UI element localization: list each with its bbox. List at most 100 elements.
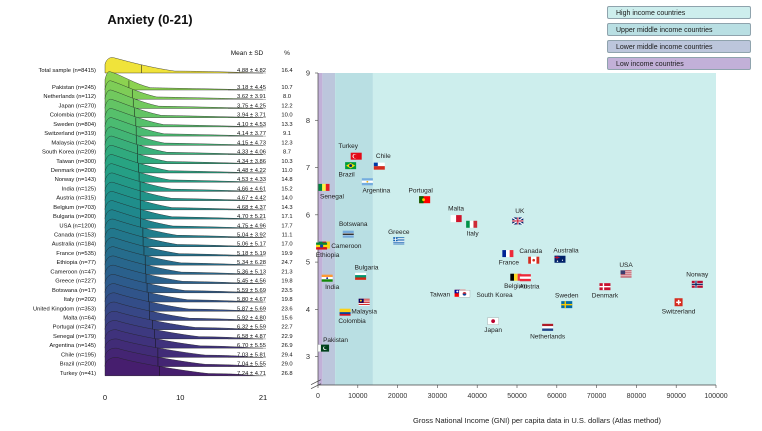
point-usa bbox=[620, 270, 632, 278]
point-australia bbox=[554, 255, 566, 263]
ridge-malaysia-n-204 bbox=[104, 126, 264, 146]
legend-item-low-income-countries: Low income countries bbox=[607, 57, 751, 70]
row-pct-turkey-n-41: 26.8 bbox=[281, 371, 292, 377]
row-mean-sd-taiwan-n-300: 4.34 ± 3.86 bbox=[237, 159, 266, 165]
row-mean-sd-norway-n-143: 4.53 ± 4.33 bbox=[237, 177, 266, 183]
row-mean-sd-senegal-n-179: 6.58 ± 4.87 bbox=[237, 334, 266, 340]
row-pct-total-sample-n-8415: 16.4 bbox=[281, 68, 293, 74]
row-pct-botswana-n-17: 23.5 bbox=[281, 288, 292, 294]
band-low-income-countries bbox=[318, 73, 323, 385]
axis-break-mark bbox=[310, 383, 322, 389]
point-label-greece: Greece bbox=[388, 229, 410, 236]
row-label-australia-n-184: Australia (n=184) bbox=[52, 242, 96, 248]
row-label-bulgaria-n-200: Bulgaria (n=200) bbox=[53, 214, 96, 220]
scatter-panel: 3 4 5 6 7 8 9 0 10000 20000 30000 40000 50000 60000 70… bbox=[306, 69, 728, 426]
point-label-botswana: Botswana bbox=[339, 221, 368, 228]
ridge-south-korea-n-209 bbox=[104, 135, 264, 155]
row-label-brazil-n-200: Brazil (n=200) bbox=[60, 362, 96, 368]
x-tick-label-70000: 70000 bbox=[587, 393, 607, 400]
point-senegal bbox=[318, 183, 330, 191]
column-header-pct: % bbox=[284, 50, 290, 57]
row-mean-sd-italy-n-202: 5.80 ± 4.67 bbox=[237, 297, 266, 303]
row-mean-sd-brazil-n-200: 7.04 ± 5.55 bbox=[237, 362, 266, 368]
row-pct-united-kingdom-n-353: 23.6 bbox=[281, 306, 292, 312]
point-label-turkey: Turkey bbox=[338, 143, 358, 150]
row-label-austria-n-315: Austria (n=315) bbox=[56, 196, 96, 202]
row-label-senegal-n-179: Senegal (n=179) bbox=[53, 334, 96, 340]
ridge-sweden-n-804 bbox=[104, 108, 264, 128]
point-label-sweden: Sweden bbox=[555, 293, 579, 300]
row-label-india-n-125: India (n=125) bbox=[62, 186, 96, 192]
row-pct-south-korea-n-209: 8.7 bbox=[283, 150, 291, 156]
point-label-malaysia: Malaysia bbox=[351, 308, 377, 315]
row-label-cameroon-n-47: Cameroon (n=47) bbox=[50, 269, 96, 275]
x-tick-label-20000: 20000 bbox=[388, 393, 408, 400]
row-mean-sd-bulgaria-n-200: 4.70 ± 5.21 bbox=[237, 214, 266, 220]
ridge-ethiopia-n-77 bbox=[104, 246, 264, 266]
point-france bbox=[502, 250, 514, 258]
point-label-uk: UK bbox=[515, 208, 525, 215]
ridge-turkey-n-41 bbox=[104, 357, 264, 377]
row-pct-usa-n-1200: 17.7 bbox=[281, 223, 292, 229]
row-mean-sd-malta-n-64: 5.92 ± 4.80 bbox=[237, 316, 266, 322]
point-label-senegal: Senegal bbox=[320, 193, 344, 200]
ridge-cameroon-n-47 bbox=[104, 255, 264, 275]
point-netherlands bbox=[542, 323, 554, 331]
row-mean-sd-chile-n-195: 7.03 ± 5.81 bbox=[237, 352, 266, 358]
row-pct-denmark-n-200: 11.0 bbox=[282, 168, 293, 174]
row-label-taiwan-n-300: Taiwan (n=300) bbox=[56, 159, 96, 165]
row-label-pakistan-n-245: Pakistan (n=245) bbox=[52, 85, 96, 91]
ridge-bulgaria-n-200 bbox=[104, 200, 264, 220]
point-label-denmark: Denmark bbox=[592, 293, 619, 300]
row-mean-sd-south-korea-n-209: 4.33 ± 4.06 bbox=[237, 150, 266, 156]
row-pct-japan-n-270: 12.2 bbox=[281, 103, 292, 109]
point-label-cameroon: Cameroon bbox=[331, 243, 362, 250]
row-mean-sd-switzerland-n-319: 4.14 ± 3.77 bbox=[237, 131, 266, 137]
point-argentina bbox=[361, 178, 373, 186]
point-label-italy: Italy bbox=[467, 230, 480, 237]
point-denmark bbox=[599, 283, 611, 291]
row-pct-greece-n-227: 19.8 bbox=[281, 279, 292, 285]
x-tick-label-100000: 100000 bbox=[704, 393, 727, 400]
row-label-denmark-n-200: Denmark (n=200) bbox=[51, 168, 96, 174]
row-mean-sd-belgium-n-703: 4.68 ± 4.37 bbox=[237, 205, 266, 211]
point-label-taiwan: Taiwan bbox=[430, 291, 451, 298]
ridge-india-n-125 bbox=[104, 172, 264, 192]
point-label-netherlands: Netherlands bbox=[530, 333, 566, 340]
row-pct-sweden-n-804: 13.3 bbox=[281, 122, 292, 128]
row-label-greece-n-227: Greece (n=227) bbox=[55, 279, 96, 285]
row-mean-sd-india-n-125: 4.66 ± 4.61 bbox=[237, 186, 266, 192]
point-canada bbox=[528, 256, 540, 264]
row-label-netherlands-n-112: Netherlands (n=112) bbox=[43, 94, 96, 100]
point-india bbox=[321, 274, 333, 282]
band-lower-middle-income-countries bbox=[322, 73, 336, 385]
x-axis-title: Gross National Income (GNI) per capita d… bbox=[413, 416, 662, 425]
row-pct-norway-n-143: 14.8 bbox=[281, 177, 292, 183]
row-pct-france-n-535: 19.9 bbox=[281, 251, 292, 257]
row-mean-sd-malaysia-n-204: 4.15 ± 4.73 bbox=[237, 140, 266, 146]
x-tick-label-90000: 90000 bbox=[666, 393, 686, 400]
row-pct-ethiopia-n-77: 24.7 bbox=[281, 260, 292, 266]
row-pct-italy-n-202: 19.8 bbox=[281, 297, 292, 303]
chart-title: Anxiety (0-21) bbox=[107, 12, 193, 27]
ridge-taiwan-n-300 bbox=[104, 145, 264, 164]
row-mean-sd-colombia-n-200: 3.94 ± 3.71 bbox=[237, 113, 266, 119]
row-pct-austria-n-315: 14.0 bbox=[281, 196, 292, 202]
row-mean-sd-portugal-n-247: 6.32 ± 5.59 bbox=[237, 325, 266, 331]
row-pct-taiwan-n-300: 10.3 bbox=[281, 159, 292, 165]
point-label-australia: Australia bbox=[553, 247, 579, 254]
x-tick-label-10000: 10000 bbox=[348, 393, 368, 400]
column-header-mean-sd: Mean ± SD bbox=[231, 50, 264, 57]
ridge-brazil-n-200 bbox=[104, 347, 264, 367]
row-mean-sd-austria-n-315: 4.67 ± 4.42 bbox=[237, 196, 266, 202]
point-label-south-korea: South Korea bbox=[476, 292, 513, 299]
ridge-japan-n-270 bbox=[104, 89, 264, 109]
point-malaysia bbox=[358, 298, 370, 306]
point-label-colombia: Colombia bbox=[338, 318, 366, 325]
point-turkey bbox=[350, 152, 362, 160]
row-label-turkey-n-41: Turkey (n=41) bbox=[60, 371, 96, 377]
point-austria bbox=[519, 274, 531, 282]
ridge-australia-n-184 bbox=[104, 228, 264, 247]
row-mean-sd-argentina-n-145: 6.70 ± 5.55 bbox=[237, 343, 266, 349]
